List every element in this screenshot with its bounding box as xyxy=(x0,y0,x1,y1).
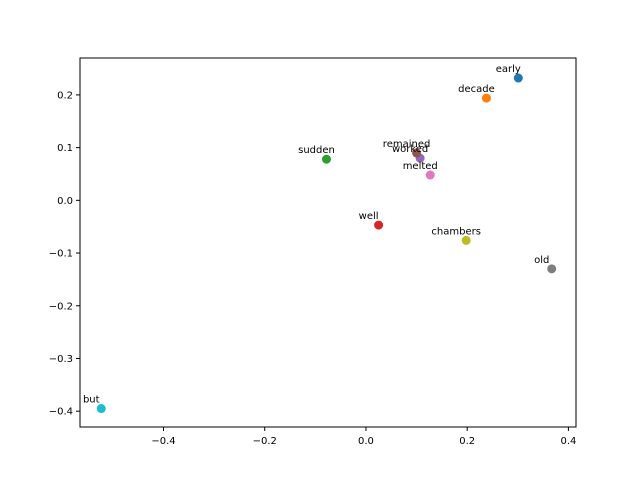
x-tick-label: 0.0 xyxy=(358,436,374,447)
point-label: well xyxy=(359,211,379,222)
y-axis: −0.4 −0.3 −0.2 −0.1 0.0 0.1 0.2 xyxy=(49,90,80,418)
scatter-point xyxy=(547,264,557,274)
point-label: worked xyxy=(392,144,428,155)
point-label: sudden xyxy=(298,145,335,156)
x-tick-label: 0.4 xyxy=(560,436,576,447)
x-axis: −0.4 −0.2 0.0 0.2 0.4 xyxy=(151,427,576,447)
y-tick-label: −0.3 xyxy=(49,354,73,365)
x-tick-label: −0.4 xyxy=(151,436,175,447)
point-label: old xyxy=(534,255,549,266)
x-tick-label: 0.2 xyxy=(459,436,475,447)
x-tick-label: −0.2 xyxy=(253,436,277,447)
y-tick-label: −0.1 xyxy=(49,249,73,260)
y-tick-label: 0.2 xyxy=(57,90,73,101)
point-label: remained xyxy=(383,139,431,150)
y-tick-label: −0.2 xyxy=(49,301,73,312)
point-label: chambers xyxy=(431,226,481,237)
scatter-point xyxy=(481,93,491,103)
point-label: decade xyxy=(458,84,495,95)
y-tick-label: −0.4 xyxy=(49,407,73,418)
scatter-point xyxy=(321,154,331,164)
point-label: early xyxy=(496,64,521,75)
point-label: but xyxy=(83,395,100,406)
y-tick-label: 0.0 xyxy=(57,196,73,207)
scatter-point xyxy=(461,235,471,245)
data-points xyxy=(96,73,557,414)
scatter-point xyxy=(425,170,435,180)
scatter-point xyxy=(412,148,422,158)
plot-area xyxy=(80,58,576,427)
scatter-point xyxy=(374,220,384,230)
scatter-point xyxy=(513,73,523,83)
scatter-point xyxy=(96,404,106,414)
y-tick-label: 0.1 xyxy=(57,143,73,154)
point-label: melted xyxy=(403,161,438,172)
plot-frame xyxy=(79,57,577,428)
